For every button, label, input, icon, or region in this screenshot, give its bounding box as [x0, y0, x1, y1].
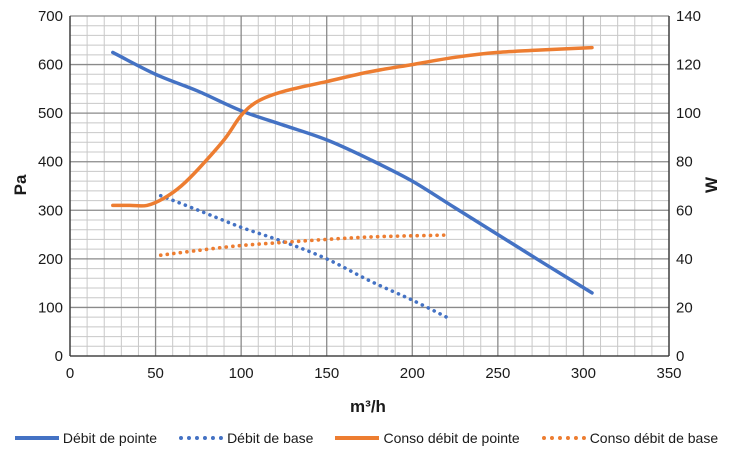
y-tick-label: 0: [55, 348, 63, 365]
y2-tick-label: 20: [676, 299, 693, 316]
legend-swatch-debit-base: [179, 436, 224, 440]
legend-swatch-conso-base: [541, 436, 586, 440]
y-tick-label: 200: [38, 251, 63, 268]
legend-label-debit-base: Débit de base: [227, 430, 314, 446]
x-axis-title: m³/h: [350, 397, 386, 416]
y-tick-label: 300: [38, 202, 63, 219]
y2-tick-label: 140: [676, 8, 701, 25]
y-tick-label: 600: [38, 57, 63, 74]
legend-item-debit-base: Débit de base: [179, 430, 313, 446]
series-line-conso-base: [158, 233, 449, 257]
series-group: [111, 45, 594, 319]
chart: 0 50 100 150 200 250 300 3500100200300400500600…: [11, 8, 721, 416]
x-tick-label: 250: [485, 365, 510, 382]
legend-item-conso-pointe: Conso débit de pointe: [335, 430, 520, 446]
series-line-debit-pointe: [111, 50, 594, 295]
y2-tick-label: 40: [676, 251, 693, 268]
x-tick-label: 50: [147, 365, 164, 382]
x-tick-label: 200: [400, 365, 425, 382]
y-tick-label: 100: [38, 299, 63, 316]
y-axis-title: Pa: [11, 174, 30, 195]
y2-tick-label: 120: [676, 57, 701, 74]
grid: [69, 15, 670, 357]
y2-tick-label: 100: [676, 105, 701, 122]
legend-label-conso-base: Conso débit de base: [589, 430, 719, 446]
y2-axis-title: W: [702, 176, 721, 193]
legend-item-debit-pointe: Débit de pointe: [14, 430, 158, 446]
tick-labels: 0 50 100 150 200 250 300 3500100200300400500600…: [38, 8, 701, 382]
legend-label-conso-pointe: Conso débit de pointe: [383, 430, 520, 446]
legend-label-debit-pointe: Débit de pointe: [62, 430, 158, 446]
series-line-debit-base: [158, 193, 449, 319]
x-tick-label: 350: [656, 365, 681, 382]
legend-swatch-conso-pointe: [335, 436, 380, 440]
y-tick-label: 400: [38, 154, 63, 171]
y-tick-label: 700: [38, 8, 63, 25]
x-tick-label: 150: [314, 365, 339, 382]
y2-tick-label: 0: [676, 348, 684, 365]
x-tick-label: 300: [571, 365, 596, 382]
y2-tick-label: 60: [676, 202, 693, 219]
x-tick-label: 100: [229, 365, 254, 382]
x-tick-label: 0: [66, 365, 74, 382]
y-tick-label: 500: [38, 105, 63, 122]
legend-swatch-debit-pointe: [14, 436, 59, 440]
legend-item-conso-base: Conso débit de base: [541, 430, 719, 446]
legend: Débit de pointe Débit de base Conso débi…: [0, 428, 733, 448]
series-line-conso-pointe: [111, 45, 594, 208]
y2-tick-label: 80: [676, 154, 693, 171]
